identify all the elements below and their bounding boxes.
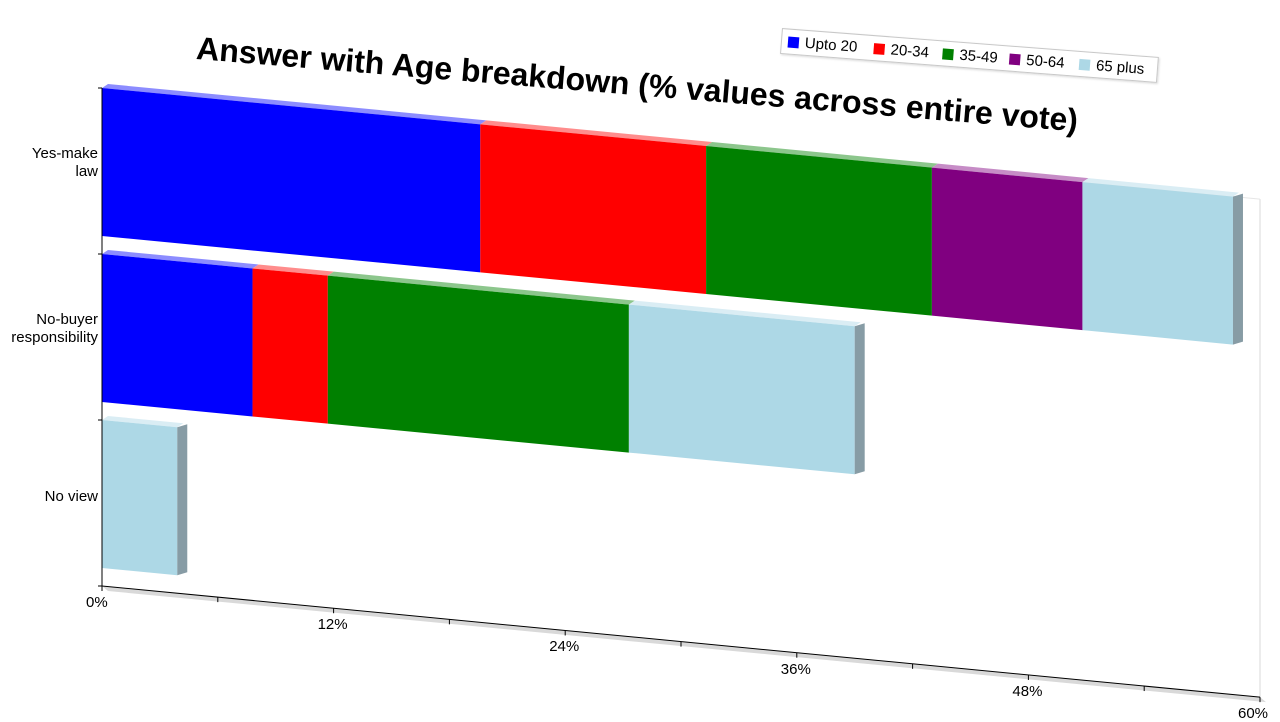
category-label: Yes-make law: [0, 145, 98, 181]
bar-top-face: [102, 416, 184, 428]
bar-segment: [102, 254, 253, 417]
bar-top-face: [102, 250, 259, 269]
x-tick-label: 24%: [549, 638, 580, 656]
x-tick-label: 36%: [780, 660, 811, 678]
x-tick-label: 48%: [1012, 682, 1043, 700]
bar-side-face: [854, 323, 865, 475]
bar-top-face: [252, 264, 334, 276]
bar-top-face: [102, 84, 487, 125]
bar-top-face: [931, 163, 1089, 183]
category-label: No-buyer responsibility: [0, 311, 98, 347]
bar-side-face: [177, 424, 188, 576]
legend-label: 35-49: [958, 46, 999, 67]
bar-segment: [102, 420, 178, 576]
legend-label: 50-64: [1025, 51, 1066, 72]
legend-item: 50-64: [1008, 51, 1066, 72]
bar-segment: [102, 88, 481, 273]
legend-label: 20-34: [889, 41, 930, 62]
legend-swatch: [787, 36, 800, 49]
legend-item: 65 plus: [1078, 56, 1145, 78]
x-tick-label: 0%: [86, 594, 108, 611]
legend-swatch: [1078, 58, 1091, 71]
legend-item: 35-49: [942, 45, 999, 67]
bar-segment: [628, 304, 855, 475]
bar-segment: [480, 124, 707, 294]
legend-label: Upto 20: [804, 34, 858, 56]
bar-top-face: [706, 141, 938, 168]
category-label-line: law: [75, 163, 98, 180]
category-label: No view: [0, 488, 98, 506]
bar-segment: [327, 275, 629, 453]
bar-segment: [252, 268, 328, 424]
x-tick-label: 12%: [317, 616, 348, 634]
bar-top-face: [327, 271, 635, 305]
category-label-line: No view: [44, 488, 98, 505]
bar-segment: [931, 167, 1083, 331]
legend-swatch: [942, 48, 954, 61]
category-label-line: responsibility: [11, 329, 98, 346]
plot-floor: [102, 586, 1266, 703]
legend-swatch: [873, 43, 886, 55]
legend-swatch: [1008, 53, 1021, 66]
bar-top-face: [1082, 178, 1239, 197]
category-label-line: No-buyer: [36, 311, 98, 328]
legend-item: 20-34: [873, 40, 930, 61]
x-tick-label: 60%: [1238, 705, 1269, 722]
legend-item: Upto 20: [787, 34, 858, 56]
category-label-line: Yes-make: [31, 145, 98, 162]
bar-segment: [1082, 182, 1233, 345]
bar-segment: [706, 145, 932, 316]
bar-top-face: [628, 300, 861, 327]
bar-top-face: [480, 120, 713, 146]
bar-side-face: [1232, 193, 1243, 345]
legend-label: 65 plus: [1095, 57, 1145, 78]
